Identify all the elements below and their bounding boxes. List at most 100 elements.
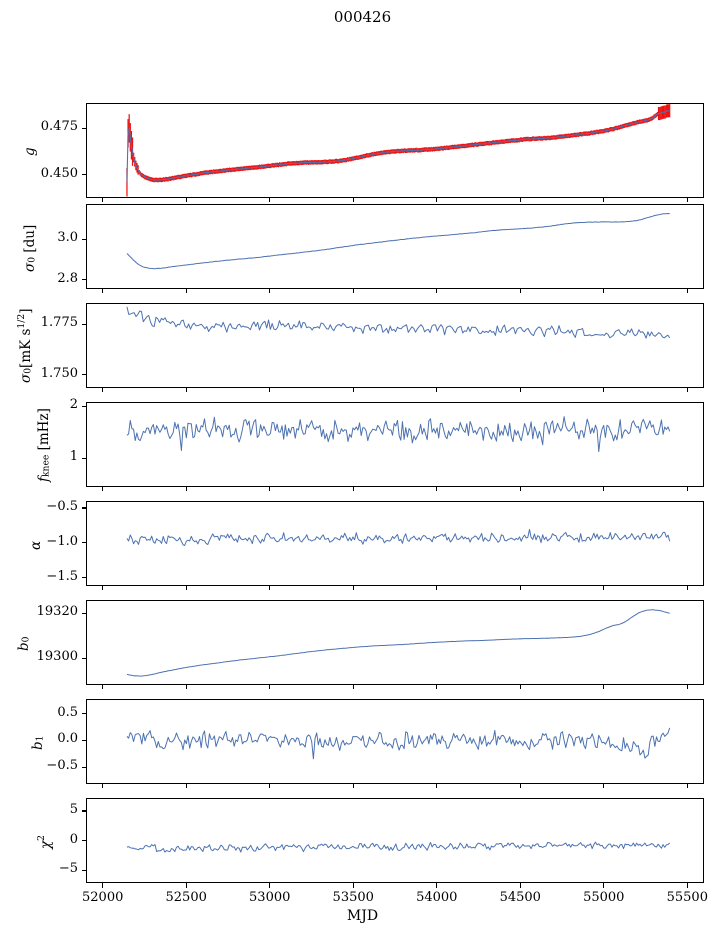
ytick-mark (82, 577, 86, 579)
ytick-mark (82, 457, 86, 459)
xtick-mark (185, 289, 187, 293)
ytick-label: −0.5 (46, 758, 78, 773)
xtick-mark (185, 784, 187, 788)
ytick-label: −1.5 (46, 568, 78, 584)
xtick-mark (686, 289, 688, 293)
xtick-label: 53000 (249, 890, 291, 905)
ytick-mark (82, 542, 86, 544)
xtick-mark (603, 487, 605, 491)
ytick-mark (82, 127, 86, 129)
xtick-mark (519, 586, 521, 590)
plot-area-b0 (87, 601, 703, 684)
panel-sigma0-du (86, 204, 704, 289)
panel-alpha (86, 501, 704, 586)
xtick-mark (603, 586, 605, 590)
xtick-mark (352, 388, 354, 392)
xtick-mark (352, 289, 354, 293)
ylabel-g: g (22, 147, 38, 157)
xtick-mark (686, 198, 688, 202)
xtick-mark (185, 388, 187, 392)
plot-area-chi2 (87, 799, 703, 882)
xtick-mark (603, 883, 605, 888)
plot-area-sigma0-du (87, 205, 703, 288)
xtick-mark (519, 685, 521, 689)
xtick-mark (436, 586, 438, 590)
ytick-mark (82, 739, 86, 742)
xtick-label: 52000 (82, 890, 124, 905)
xtick-mark (436, 487, 438, 491)
ytick-label: 3.0 (57, 230, 78, 246)
ytick-mark (82, 869, 86, 871)
ytick-label: 1.775 (40, 315, 78, 331)
xtick-label: 55000 (583, 890, 625, 905)
ytick-label: −0.5 (46, 498, 78, 514)
xtick-mark (436, 883, 438, 888)
xtick-label: 55500 (666, 890, 708, 905)
ylabel-fknee: fknee [mHz] (36, 408, 52, 482)
xtick-mark (603, 784, 605, 788)
ytick-mark (82, 279, 86, 281)
ytick-label: 2.8 (57, 270, 78, 286)
xtick-mark (519, 198, 521, 202)
xtick-mark (436, 784, 438, 788)
xtick-mark (436, 198, 438, 202)
xtick-mark (603, 685, 605, 689)
xtick-mark (686, 685, 688, 689)
xtick-mark (519, 784, 521, 788)
xtick-mark (436, 289, 438, 293)
ytick-label: −5 (58, 861, 78, 876)
panel-b1 (86, 699, 704, 784)
ytick-mark (82, 405, 86, 407)
ytick-mark (82, 810, 86, 812)
plot-area-sigma0-mk (87, 304, 703, 387)
xtick-mark (686, 883, 688, 888)
xtick-mark (269, 198, 271, 202)
xtick-mark (436, 388, 438, 392)
plot-area-fknee (87, 403, 703, 486)
xtick-mark (102, 198, 104, 202)
xtick-label: 53500 (332, 890, 374, 905)
panel-g (86, 103, 704, 198)
xtick-mark (686, 784, 688, 788)
xtick-mark (102, 784, 104, 788)
ytick-label: 1 (69, 449, 78, 465)
plot-area-b1 (87, 700, 703, 783)
xtick-mark (603, 388, 605, 392)
ytick-label: 5 (69, 801, 78, 817)
ytick-label: 0.0 (57, 731, 78, 747)
ytick-label: 0.5 (57, 704, 78, 720)
ytick-mark (82, 374, 86, 376)
xtick-mark (102, 586, 104, 590)
xtick-mark (352, 487, 354, 491)
xtick-mark (185, 487, 187, 491)
xtick-label: 54000 (416, 890, 458, 905)
ytick-mark (82, 840, 86, 842)
xtick-mark (352, 198, 354, 202)
ytick-mark (82, 657, 86, 659)
ytick-label: −1.0 (46, 533, 78, 549)
xtick-mark (519, 388, 521, 392)
xtick-mark (269, 685, 271, 689)
panel-b0 (86, 600, 704, 685)
xtick-mark (102, 487, 104, 491)
ytick-mark (82, 323, 86, 325)
xtick-mark (686, 388, 688, 392)
panel-sigma0-mk (86, 303, 704, 388)
xtick-mark (102, 388, 104, 392)
xtick-mark (352, 586, 354, 590)
xtick-mark (269, 289, 271, 293)
ytick-label: 2 (69, 397, 78, 413)
xtick-mark (352, 883, 354, 888)
xtick-mark (686, 487, 688, 491)
ytick-label: 19320 (36, 604, 78, 620)
ytick-mark (82, 612, 86, 614)
xtick-mark (185, 198, 187, 202)
xtick-mark (269, 487, 271, 491)
plot-area-alpha (87, 502, 703, 585)
xtick-mark (102, 685, 104, 689)
xtick-mark (519, 487, 521, 491)
xtick-mark (269, 883, 271, 888)
xtick-mark (185, 586, 187, 590)
xtick-mark (269, 586, 271, 590)
